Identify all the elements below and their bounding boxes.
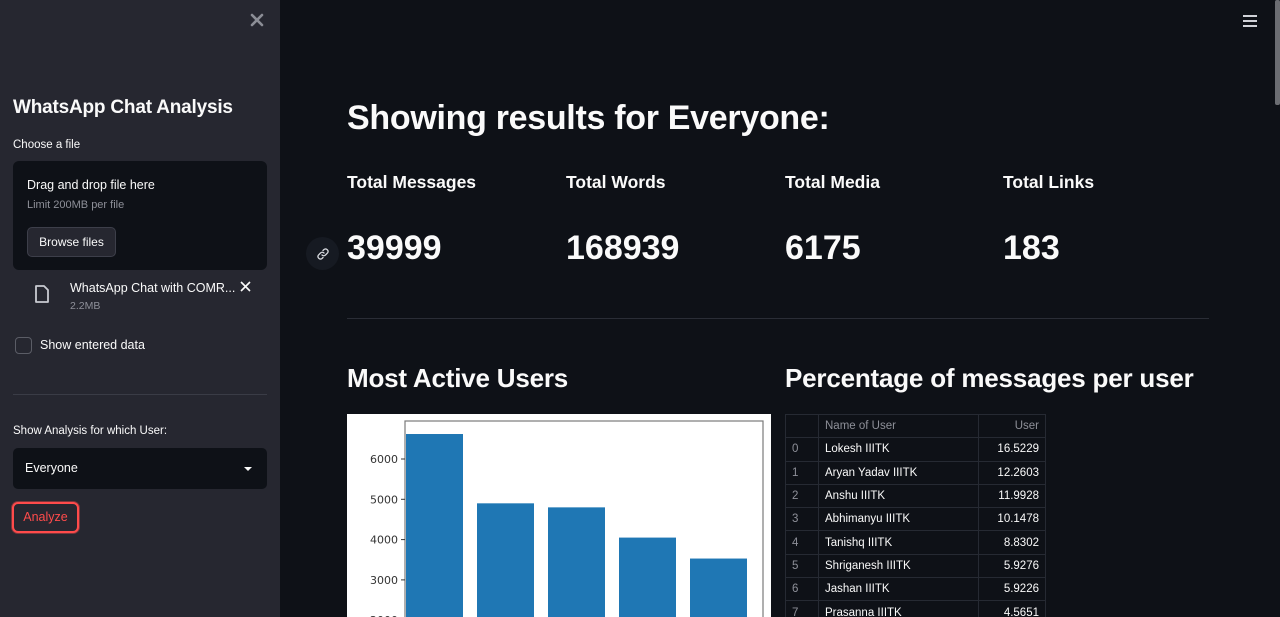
user-name-cell: Jashan IIITK bbox=[818, 577, 979, 602]
chart-bar bbox=[477, 503, 534, 617]
chevron-down-icon bbox=[244, 467, 252, 471]
row-index: 5 bbox=[785, 553, 819, 579]
anchor-link-button[interactable] bbox=[306, 237, 339, 270]
user-name-cell: Prasanna IIITK bbox=[818, 600, 979, 617]
remove-file-button[interactable] bbox=[237, 278, 253, 296]
row-index: 3 bbox=[785, 507, 819, 532]
percentage-heading: Percentage of messages per user bbox=[785, 363, 1194, 393]
row-index: 0 bbox=[785, 437, 819, 462]
user-name-cell: Shriganesh IIITK bbox=[818, 553, 979, 579]
file-dropzone[interactable]: Drag and drop file here Limit 200MB per … bbox=[13, 161, 267, 270]
most-active-users-heading: Most Active Users bbox=[347, 363, 569, 393]
metric-label: Total Links bbox=[1003, 172, 1095, 192]
page-scrollbar[interactable] bbox=[1275, 0, 1280, 105]
chart-bar bbox=[619, 537, 676, 617]
y-tick-label: 2000 bbox=[370, 614, 398, 617]
row-index: 1 bbox=[785, 460, 819, 485]
metric-value: 39999 bbox=[347, 229, 442, 267]
user-name-cell: Lokesh IIITK bbox=[818, 437, 979, 462]
metric-value: 168939 bbox=[566, 229, 680, 267]
metric-label: Total Words bbox=[566, 172, 666, 192]
metric-value: 6175 bbox=[785, 229, 861, 267]
value-header: User bbox=[978, 413, 1046, 439]
table-row: 3 Abhimanyu IIITK 10.1478 bbox=[785, 507, 1046, 532]
browse-files-button[interactable]: Browse files bbox=[27, 227, 116, 257]
metric-total-words: Total Words 168939 bbox=[566, 172, 776, 268]
chart-axes-frame bbox=[404, 420, 764, 617]
metric-total-messages: Total Messages 39999 bbox=[347, 172, 557, 268]
uploaded-file-item: WhatsApp Chat with COMR... 2.2MB bbox=[13, 278, 267, 318]
sidebar-divider bbox=[13, 394, 267, 395]
user-select-value: Everyone bbox=[25, 461, 78, 475]
most-active-users-chart: 2000 3000 4000 5000 6000 bbox=[347, 414, 771, 617]
percentage-cell: 8.8302 bbox=[978, 530, 1046, 555]
close-icon bbox=[239, 281, 251, 292]
dropzone-instructions: Drag and drop file here bbox=[27, 178, 155, 192]
sidebar-title: WhatsApp Chat Analysis bbox=[13, 97, 233, 118]
checkbox-box[interactable] bbox=[15, 336, 32, 354]
table-row: 2 Anshu IIITK 11.9928 bbox=[785, 483, 1046, 509]
table-row: 7 Prasanna IIITK 4.5651 bbox=[785, 600, 1046, 617]
sidebar: WhatsApp Chat Analysis Choose a file Dra… bbox=[0, 0, 280, 617]
row-index: 7 bbox=[785, 600, 819, 617]
user-name-cell: Anshu IIITK bbox=[818, 483, 979, 509]
table-header-row: Name of User User bbox=[785, 413, 1046, 439]
table-row: 0 Lokesh IIITK 16.5229 bbox=[785, 437, 1046, 462]
percentage-cell: 16.5229 bbox=[978, 437, 1046, 462]
checkbox-label: Show entered data bbox=[40, 338, 145, 352]
metric-total-media: Total Media 6175 bbox=[785, 172, 995, 268]
chart-bar bbox=[690, 558, 747, 617]
percentage-cell: 10.1478 bbox=[978, 507, 1046, 532]
user-name-cell: Tanishq IIITK bbox=[818, 530, 979, 555]
row-index: 6 bbox=[785, 577, 819, 602]
metric-label: Total Messages bbox=[347, 172, 477, 192]
page-title: Showing results for Everyone: bbox=[347, 99, 830, 137]
y-tick-label: 4000 bbox=[370, 534, 398, 547]
y-tick-label: 6000 bbox=[370, 453, 398, 466]
show-entered-data-checkbox[interactable]: Show entered data bbox=[15, 336, 145, 354]
row-index: 2 bbox=[785, 483, 819, 509]
hamburger-line bbox=[1243, 20, 1257, 22]
percentage-cell: 12.2603 bbox=[978, 460, 1046, 485]
chart-bar bbox=[406, 434, 463, 617]
percentage-cell: 5.9226 bbox=[978, 577, 1046, 602]
table-body: 0 Lokesh IIITK 16.5229 1 Aryan Yadav IIITK 12… bbox=[785, 437, 1046, 617]
metric-label: Total Media bbox=[785, 172, 880, 192]
file-uploader-label: Choose a file bbox=[13, 139, 81, 151]
dropzone-limit: Limit 200MB per file bbox=[27, 199, 125, 211]
metric-value: 183 bbox=[1003, 229, 1060, 267]
percentage-cell: 4.5651 bbox=[978, 600, 1046, 617]
uploaded-file-name: WhatsApp Chat with COMR... bbox=[70, 281, 236, 295]
row-index: 4 bbox=[785, 530, 819, 555]
chart-bar bbox=[548, 507, 605, 617]
uploaded-file-size: 2.2MB bbox=[70, 300, 101, 312]
name-header: Name of User bbox=[818, 413, 979, 439]
y-tick-label: 3000 bbox=[370, 574, 398, 587]
y-tick-label: 5000 bbox=[370, 493, 398, 506]
percentage-table: Name of User User 0 Lokesh IIITK 16.5229 1 A… bbox=[785, 413, 1046, 617]
table-row: 4 Tanishq IIITK 8.8302 bbox=[785, 530, 1046, 555]
analyze-button[interactable]: Analyze bbox=[12, 502, 79, 533]
close-icon bbox=[250, 13, 264, 27]
user-name-cell: Abhimanyu IIITK bbox=[818, 507, 979, 532]
percentage-cell: 11.9928 bbox=[978, 483, 1046, 509]
index-header bbox=[785, 413, 819, 439]
metric-total-links: Total Links 183 bbox=[1003, 172, 1213, 268]
file-icon bbox=[35, 285, 49, 303]
close-sidebar-button[interactable] bbox=[248, 11, 266, 29]
section-divider bbox=[347, 318, 1209, 319]
percentage-cell: 5.9276 bbox=[978, 553, 1046, 579]
hamburger-menu-icon bbox=[1243, 15, 1257, 17]
table-row: 1 Aryan Yadav IIITK 12.2603 bbox=[785, 460, 1046, 485]
link-icon bbox=[316, 247, 329, 260]
user-name-cell: Aryan Yadav IIITK bbox=[818, 460, 979, 485]
user-select-label: Show Analysis for which User: bbox=[13, 425, 168, 437]
hamburger-line bbox=[1243, 25, 1257, 27]
main-menu-button[interactable] bbox=[1243, 15, 1257, 27]
user-select-dropdown[interactable]: Everyone bbox=[13, 448, 267, 489]
table-row: 6 Jashan IIITK 5.9226 bbox=[785, 577, 1046, 602]
bar-chart-svg: 2000 3000 4000 5000 6000 bbox=[370, 420, 764, 617]
table-row: 5 Shriganesh IIITK 5.9276 bbox=[785, 553, 1046, 579]
